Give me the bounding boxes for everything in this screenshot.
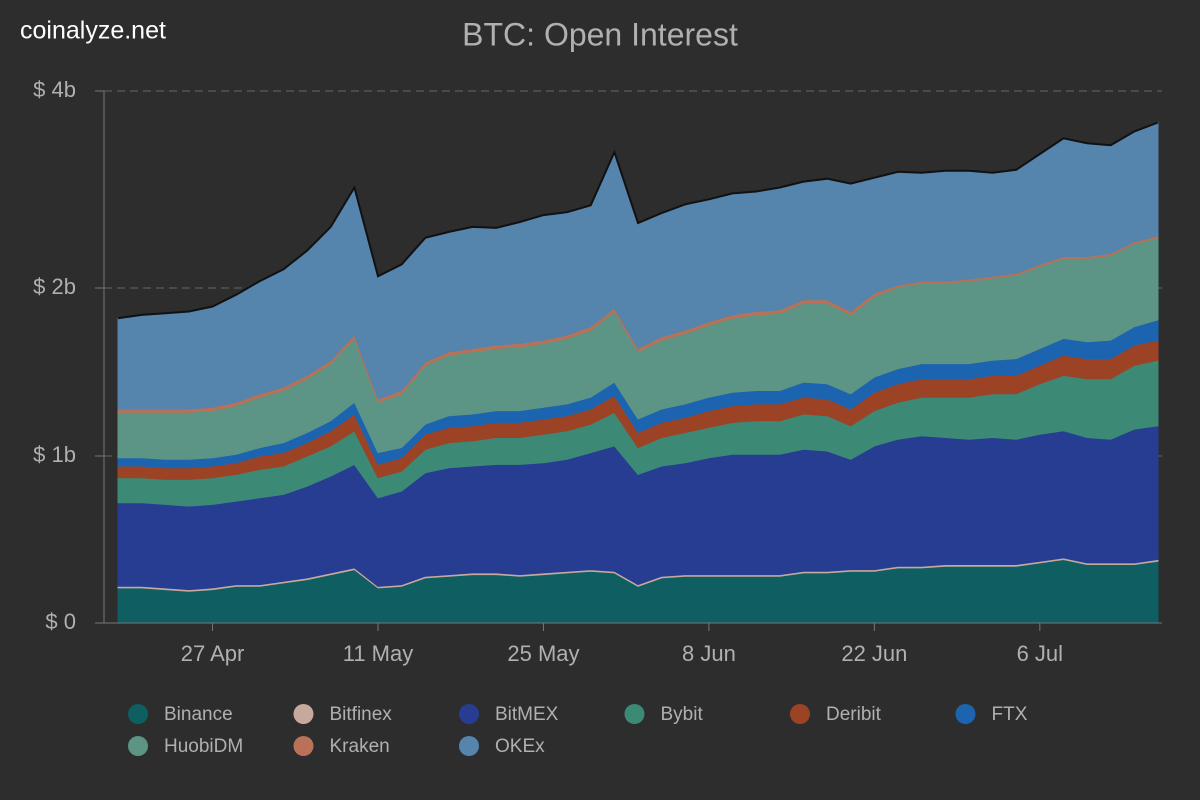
chart-title: BTC: Open Interest xyxy=(462,16,738,52)
y-tick-label: $ 4b xyxy=(33,77,76,102)
axes: $ 0 $ 1b $ 2b $ 4b 27 Apr 11 May 25 May 8 Jun 22… xyxy=(33,77,1063,666)
legend-swatch xyxy=(128,704,148,724)
watermark: coinalyze.net xyxy=(20,17,166,45)
legend: Binance Bitfinex BitMEX Bybit Deribit FTX Huob… xyxy=(128,704,1028,757)
total-outline xyxy=(117,121,1159,320)
y-tick-label: $ 0 xyxy=(45,609,76,634)
legend-swatch xyxy=(293,704,314,724)
legend-label: Bitfinex xyxy=(330,704,393,725)
y-tick-label: $ 2b xyxy=(33,274,76,299)
legend-swatch xyxy=(293,736,314,756)
legend-swatch xyxy=(459,704,479,724)
legend-label: Binance xyxy=(164,704,233,725)
legend-label: OKEx xyxy=(495,736,545,757)
legend-label: FTX xyxy=(992,704,1028,725)
x-tick-label: 22 Jun xyxy=(841,641,907,666)
legend-label: HuobiDM xyxy=(164,736,243,757)
plot-area xyxy=(117,121,1159,624)
legend-swatch xyxy=(624,704,645,724)
legend-swatch xyxy=(955,704,976,724)
x-tick-label: 6 Jul xyxy=(1017,641,1063,666)
x-tick-label: 11 May xyxy=(343,641,414,666)
x-tick-label: 25 May xyxy=(507,641,579,666)
legend-swatch xyxy=(459,736,479,756)
x-tick-label: 27 Apr xyxy=(181,641,245,666)
x-tick-label: 8 Jun xyxy=(682,641,736,666)
legend-swatch xyxy=(128,736,148,756)
legend-label: Deribit xyxy=(826,704,882,725)
legend-label: BitMEX xyxy=(495,704,559,725)
legend-label: Kraken xyxy=(330,736,390,757)
legend-label: Bybit xyxy=(661,704,704,725)
y-tick-label: $ 1b xyxy=(33,442,76,467)
legend-swatch xyxy=(790,704,810,724)
